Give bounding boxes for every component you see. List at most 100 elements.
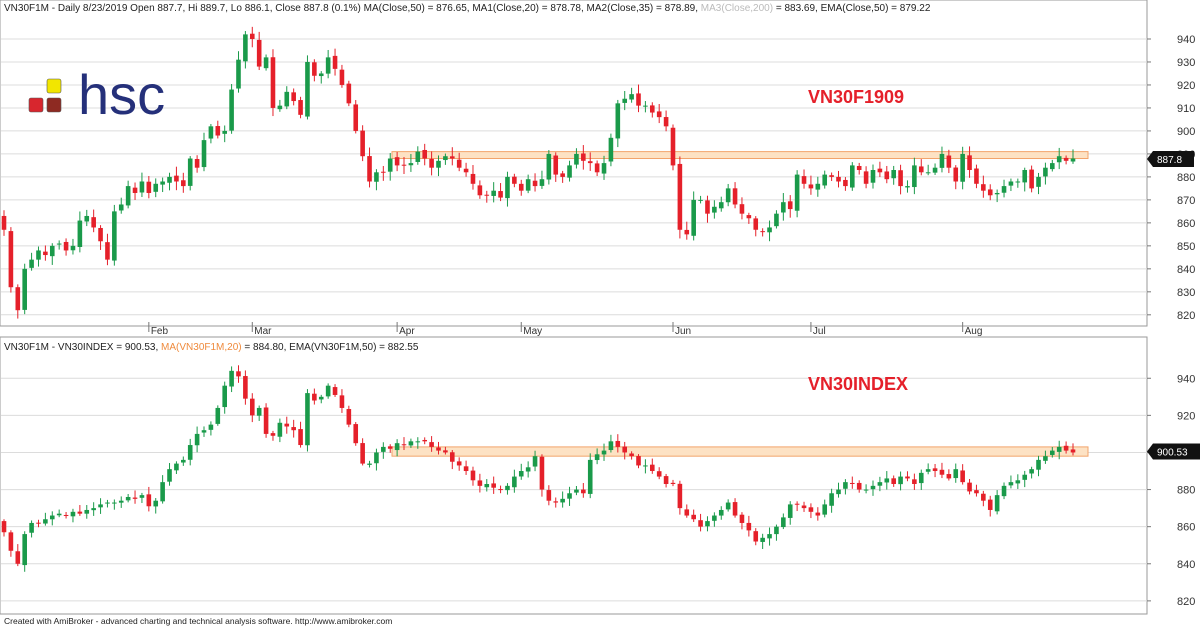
- candle-body: [381, 446, 386, 452]
- candle: [498, 485, 503, 494]
- candle: [636, 454, 641, 469]
- candle: [194, 155, 200, 173]
- candle-body: [284, 423, 290, 427]
- candle-body: [318, 396, 324, 400]
- candle-body: [525, 467, 531, 472]
- candle-body: [601, 163, 607, 174]
- candle-body: [222, 130, 227, 134]
- candle-body: [1063, 445, 1069, 451]
- candle: [512, 173, 517, 188]
- candle: [36, 519, 41, 528]
- candle: [884, 165, 890, 184]
- candle: [656, 103, 662, 124]
- candle: [387, 153, 393, 181]
- candle-body: [1001, 485, 1007, 497]
- y-tick-label: 840: [1177, 559, 1195, 571]
- candle-body: [1, 215, 7, 230]
- last-value-tag-label: 887.8: [1157, 155, 1182, 166]
- candle-body: [1063, 157, 1069, 161]
- candle: [29, 520, 34, 538]
- candle-body: [1001, 186, 1007, 193]
- candle: [118, 496, 124, 508]
- candle: [981, 175, 986, 198]
- candle: [305, 55, 310, 120]
- footer-credit: Created with AmiBroker - advanced charti…: [4, 616, 392, 626]
- candle-body: [63, 514, 69, 516]
- candle-body: [884, 171, 890, 180]
- candle: [725, 499, 731, 512]
- candle: [974, 484, 979, 497]
- candle-body: [463, 466, 469, 472]
- candle-body: [553, 155, 559, 175]
- candle: [477, 473, 483, 493]
- candle: [643, 101, 648, 113]
- candle-body: [608, 441, 614, 451]
- candle-body: [277, 422, 283, 437]
- candle-body: [236, 59, 241, 89]
- candle-body: [629, 453, 634, 457]
- candle: [822, 499, 828, 518]
- candle: [594, 448, 600, 465]
- candle: [1, 519, 7, 537]
- candle: [518, 463, 524, 480]
- candle-body: [325, 385, 331, 397]
- candle: [367, 147, 372, 188]
- candle-body: [1070, 158, 1076, 162]
- candle-body: [36, 522, 41, 524]
- candle: [850, 476, 855, 489]
- candle-body: [312, 62, 317, 76]
- candle: [387, 444, 393, 453]
- candle-body: [56, 513, 62, 516]
- candle-body: [925, 469, 931, 472]
- candle: [84, 505, 90, 519]
- candle: [160, 475, 165, 504]
- candle-body: [374, 172, 379, 182]
- candle: [91, 209, 96, 233]
- candle: [443, 446, 448, 455]
- candle: [608, 133, 614, 167]
- candle: [470, 165, 476, 190]
- candle: [829, 172, 834, 181]
- candle: [491, 182, 496, 203]
- candle-body: [732, 502, 738, 516]
- candle-body: [243, 376, 248, 399]
- candle-body: [22, 268, 27, 310]
- candle-body: [767, 534, 772, 539]
- candle: [808, 503, 814, 519]
- candle-body: [1008, 482, 1014, 486]
- last-value-tag-shape: [1147, 150, 1194, 167]
- candle: [77, 505, 83, 516]
- candle: [1063, 441, 1069, 454]
- upper-gridlines: [1, 38, 1147, 316]
- candle-body: [877, 482, 883, 486]
- candle-body: [1008, 181, 1014, 186]
- candle: [118, 197, 124, 214]
- candle-body: [801, 176, 807, 184]
- candle-body: [918, 472, 924, 484]
- candle-body: [781, 517, 786, 528]
- candle-body: [70, 245, 76, 251]
- candle: [105, 499, 110, 508]
- candle: [49, 511, 55, 526]
- candle-body: [946, 474, 952, 479]
- candle-body: [22, 534, 27, 566]
- candle: [863, 166, 869, 189]
- candle-body: [774, 526, 779, 535]
- candle-body: [601, 450, 607, 455]
- candle: [891, 475, 896, 487]
- candle-body: [953, 167, 959, 182]
- candle: [567, 160, 572, 182]
- candle-body: [753, 531, 759, 542]
- candle: [243, 31, 248, 69]
- candle: [208, 123, 214, 144]
- candle-body: [256, 407, 262, 416]
- header-part: MA3(Close,200): [701, 3, 773, 14]
- candle-body: [98, 227, 103, 242]
- candle-body: [415, 151, 421, 162]
- candle: [512, 469, 517, 493]
- candle-body: [739, 514, 745, 523]
- candle: [456, 457, 462, 471]
- candle-body: [381, 171, 386, 173]
- candle-body: [960, 153, 965, 182]
